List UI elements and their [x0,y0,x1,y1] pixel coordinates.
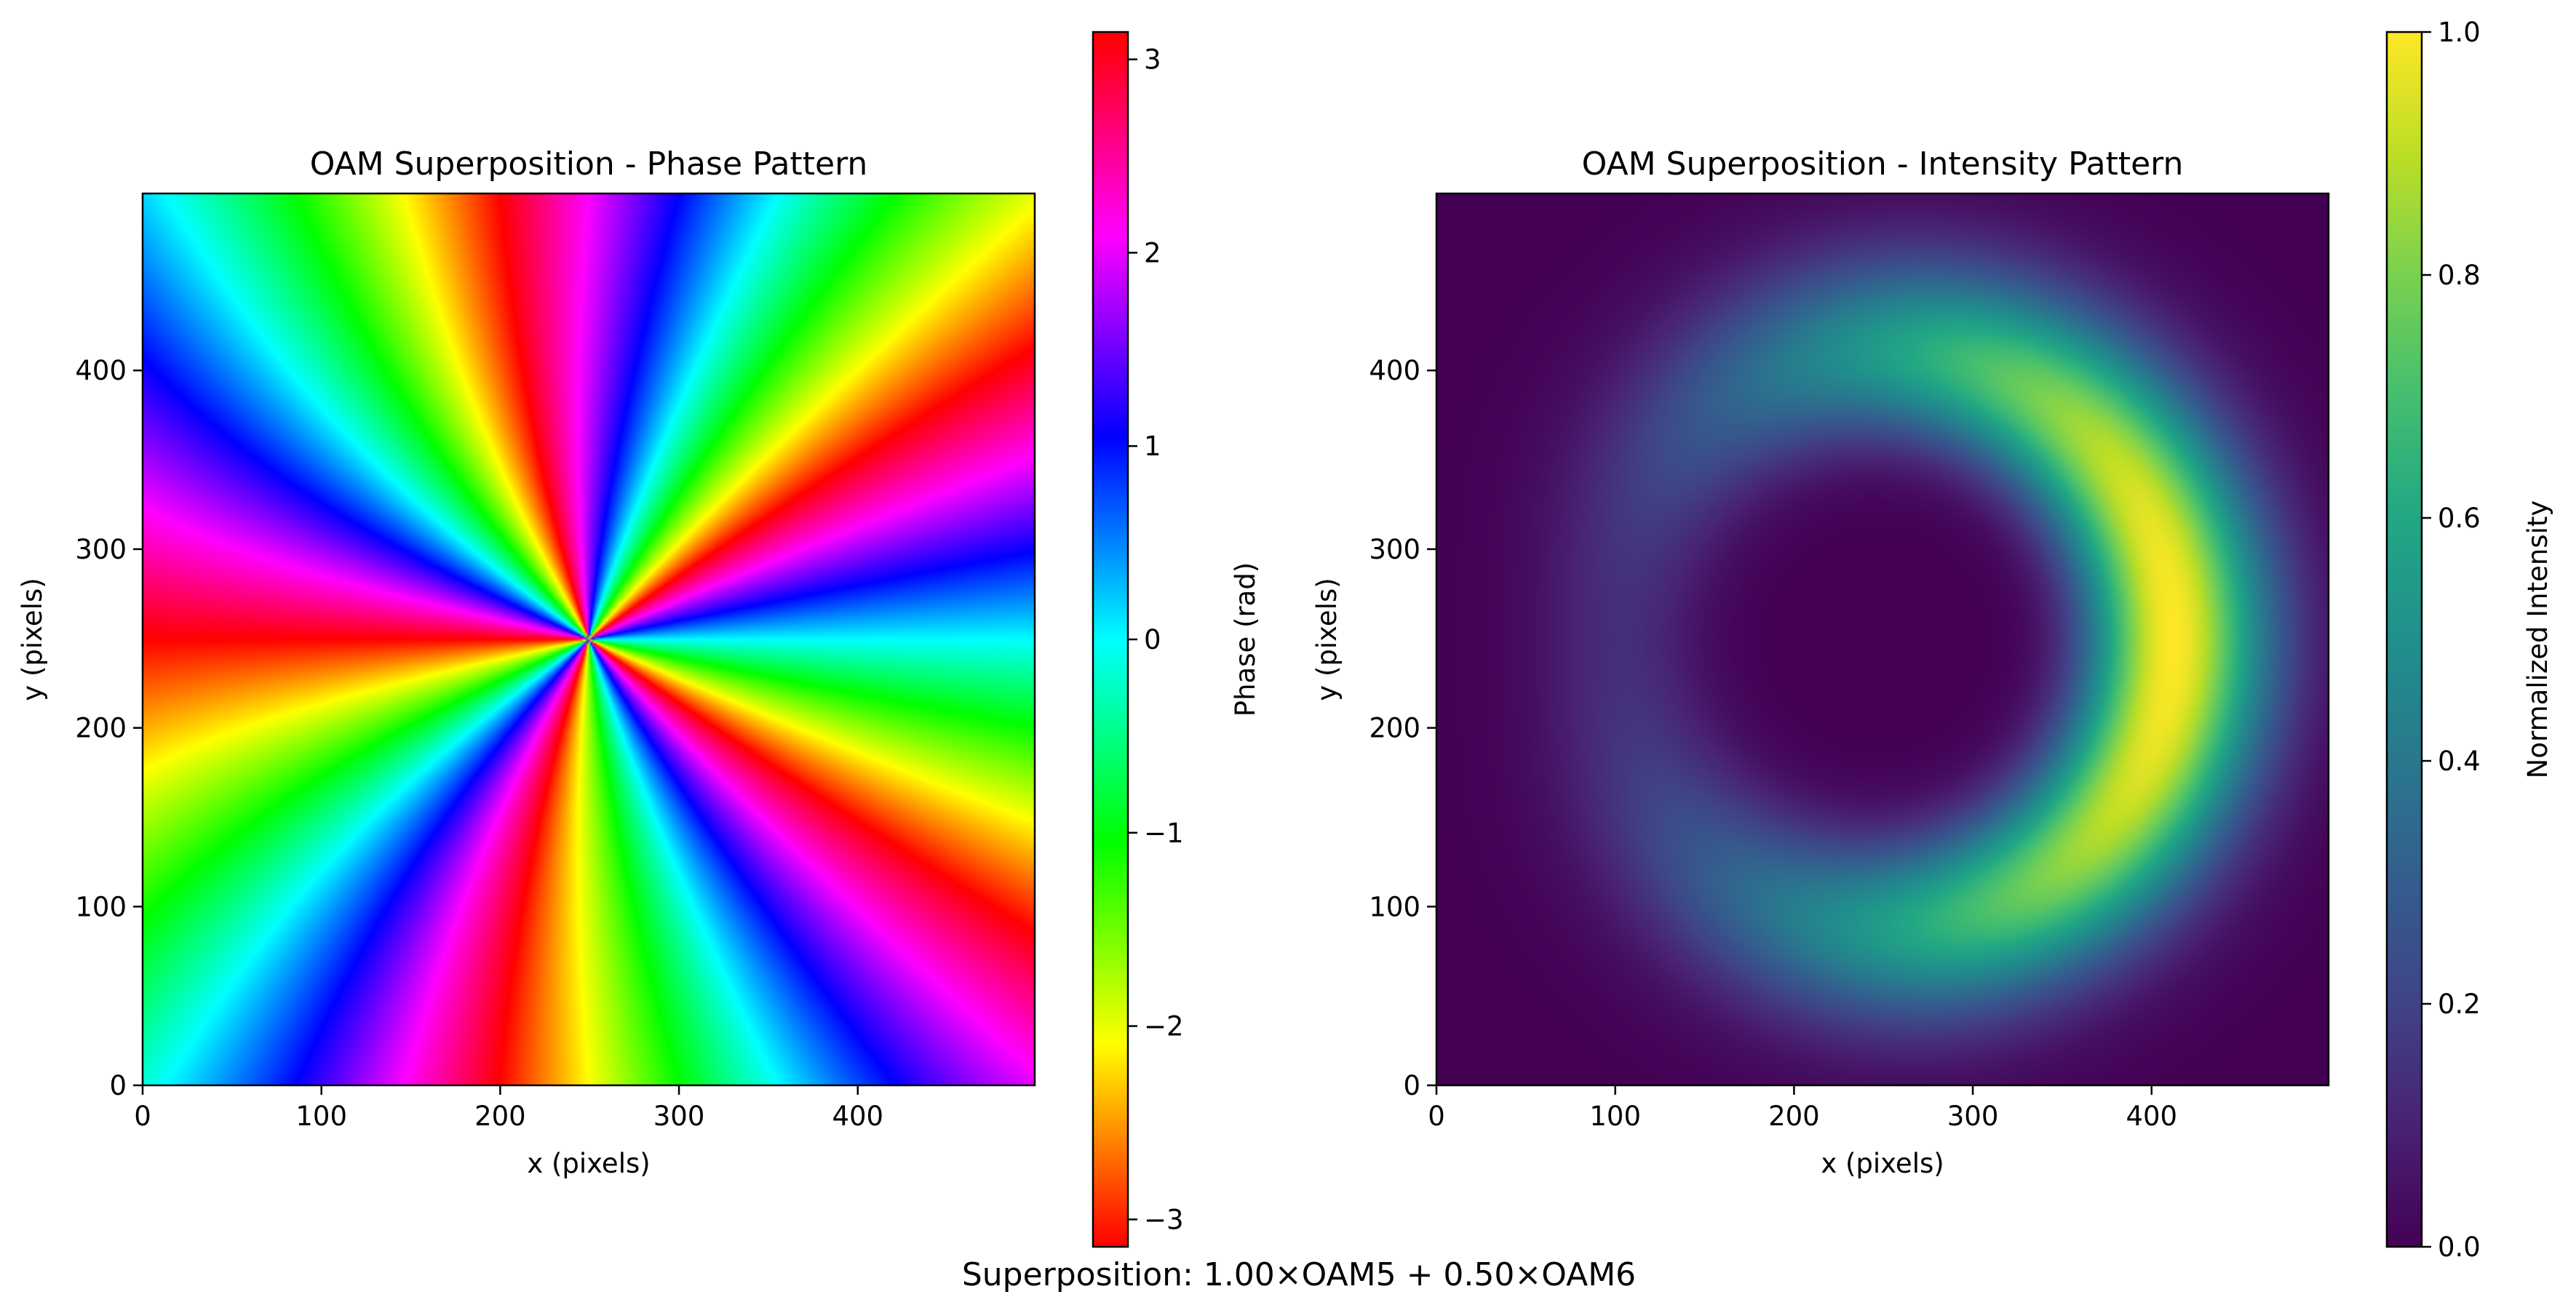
intensity-colorbar-tick-label: 0.4 [2438,746,2481,777]
phase-colorbar-tick-label: 3 [1144,44,1161,76]
phase-colorbar-tick-label: −1 [1144,818,1184,849]
intensity-y-label: y (pixels) [1311,578,1343,701]
intensity-colorbar-frame [2385,31,2423,1248]
intensity-colorbar-tick-label: 1.0 [2438,17,2481,48]
phase-colorbar-tick-label: 2 [1144,237,1161,268]
intensity-title: OAM Superposition - Intensity Pattern [1582,145,2184,183]
phase-y-tick-label: 300 [75,534,127,565]
intensity-x-tick-label: 400 [2126,1101,2177,1132]
phase-panel: OAM Superposition - Phase Pattern 0 100 20… [17,31,1261,1248]
intensity-colorbar-gradient [2387,32,2422,1247]
phase-x-ticks: 0 100 200 300 400 [134,1085,883,1132]
phase-y-tick-label: 0 [109,1070,127,1101]
intensity-x-label: x (pixels) [1821,1148,1944,1179]
intensity-colorbar-ticks: 0.0 0.2 0.4 0.6 0.8 1.0 [2422,17,2481,1263]
phase-y-ticks: 0 100 200 300 400 [75,355,143,1101]
intensity-y-tick-label: 100 [1369,891,1420,922]
intensity-colorbar-label: Normalized Intensity [2522,500,2553,779]
intensity-axes-frame [1435,192,2330,1087]
figure-suptitle: Superposition: 1.00×OAM5 + 0.50×OAM6 [962,1256,1636,1293]
intensity-x-tick-label: 0 [1428,1101,1445,1132]
phase-x-tick-label: 300 [653,1101,705,1132]
intensity-colorbar-tick-label: 0.0 [2438,1232,2481,1263]
intensity-y-tick-label: 400 [1369,355,1420,386]
intensity-x-tick-label: 100 [1589,1101,1641,1132]
intensity-heatmap [1436,193,2329,1085]
intensity-x-ticks: 0 100 200 300 400 [1428,1085,2177,1132]
intensity-panel: OAM Superposition - Intensity Pattern 0 1… [1311,17,2553,1263]
phase-heatmap [143,193,1035,1085]
intensity-y-tick-label: 0 [1403,1070,1420,1101]
intensity-y-tick-label: 300 [1369,534,1420,565]
phase-x-label: x (pixels) [527,1148,650,1179]
phase-x-tick-label: 0 [134,1101,151,1132]
intensity-colorbar-tick-label: 0.6 [2438,503,2481,534]
phase-x-tick-label: 400 [832,1101,883,1132]
phase-axes-frame [141,192,1036,1087]
phase-x-tick-label: 100 [295,1101,347,1132]
phase-colorbar-frame [1092,31,1129,1248]
intensity-y-ticks: 0 100 200 300 400 [1369,355,1436,1101]
phase-title: OAM Superposition - Phase Pattern [310,145,868,183]
phase-colorbar-tick-label: 0 [1144,624,1161,655]
phase-colorbar-gradient [1093,32,1128,1247]
intensity-x-tick-label: 200 [1768,1101,1820,1132]
phase-y-tick-label: 100 [75,891,127,922]
phase-y-tick-label: 200 [75,713,127,744]
phase-colorbar-label: Phase (rad) [1230,562,1261,717]
intensity-colorbar-tick-label: 0.2 [2438,989,2481,1020]
phase-x-tick-label: 200 [474,1101,526,1132]
intensity-x-tick-label: 300 [1947,1101,1999,1132]
phase-y-tick-label: 400 [75,355,127,386]
intensity-y-tick-label: 200 [1369,713,1420,744]
phase-colorbar-tick-label: −3 [1144,1204,1184,1235]
phase-colorbar-tick-label: 1 [1144,431,1161,462]
phase-y-label: y (pixels) [17,578,48,701]
phase-colorbar-tick-label: −2 [1144,1011,1184,1042]
intensity-colorbar-tick-label: 0.8 [2438,260,2481,291]
phase-colorbar-ticks: −3 −2 −1 0 1 2 3 [1128,44,1184,1235]
